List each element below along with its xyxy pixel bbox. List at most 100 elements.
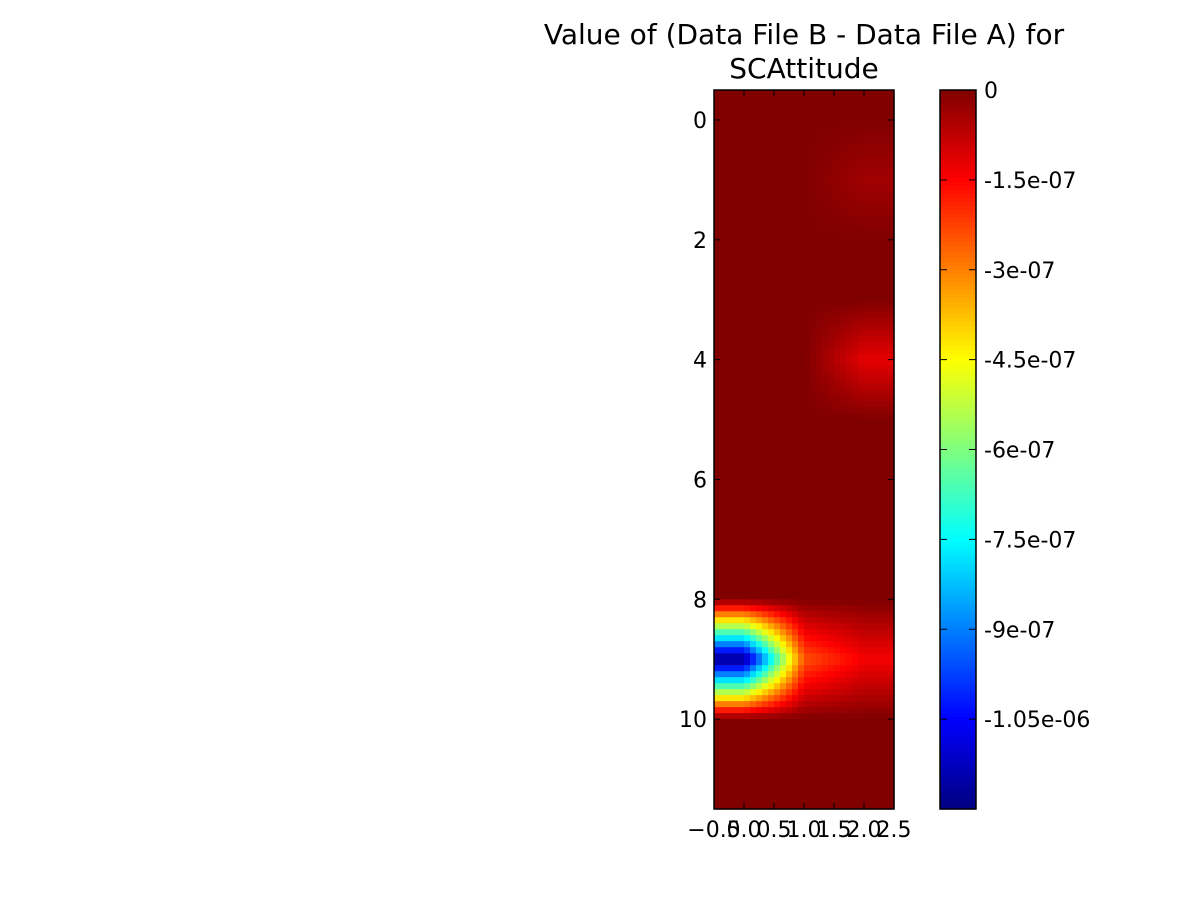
heatmap-cell bbox=[750, 479, 757, 487]
heatmap-cell bbox=[768, 179, 775, 187]
heatmap-cell bbox=[816, 203, 823, 211]
colorbar-segment bbox=[940, 297, 976, 303]
heatmap-cell bbox=[858, 209, 865, 217]
heatmap-cell bbox=[840, 629, 847, 636]
heatmap-cell bbox=[846, 149, 853, 157]
heatmap-cell bbox=[882, 317, 889, 325]
heatmap-cell bbox=[852, 521, 859, 528]
heatmap-cell bbox=[798, 677, 805, 684]
heatmap-cell bbox=[726, 683, 733, 690]
heatmap-cell bbox=[804, 551, 811, 558]
heatmap-cell bbox=[780, 719, 787, 726]
heatmap-cell bbox=[822, 263, 829, 271]
heatmap-cell bbox=[762, 107, 769, 115]
heatmap-cell bbox=[828, 719, 835, 726]
heatmap-cell bbox=[888, 629, 895, 636]
heatmap-cell bbox=[822, 257, 829, 265]
heatmap-cell bbox=[828, 479, 835, 487]
heatmap-cell bbox=[774, 761, 781, 768]
heatmap-cell bbox=[732, 257, 739, 265]
heatmap-cell bbox=[750, 689, 757, 696]
heatmap-cell bbox=[750, 365, 757, 373]
heatmap-cell bbox=[732, 113, 739, 121]
heatmap-cell bbox=[714, 227, 721, 235]
heatmap-cell bbox=[750, 503, 757, 511]
heatmap-cell bbox=[804, 515, 811, 522]
heatmap-cell bbox=[828, 617, 835, 624]
heatmap-cell bbox=[780, 773, 787, 780]
heatmap-cell bbox=[714, 293, 721, 301]
heatmap-cell bbox=[846, 191, 853, 199]
heatmap-cell bbox=[780, 563, 787, 570]
heatmap-cell bbox=[744, 467, 751, 475]
heatmap-cell bbox=[864, 509, 871, 517]
heatmap-cell bbox=[738, 677, 745, 684]
heatmap-cell bbox=[846, 581, 853, 588]
heatmap-cell bbox=[756, 227, 763, 235]
heatmap-cell bbox=[882, 287, 889, 295]
heatmap-cell bbox=[744, 527, 751, 534]
heatmap-cell bbox=[804, 281, 811, 289]
heatmap-cell bbox=[798, 737, 805, 744]
heatmap-cell bbox=[714, 209, 721, 217]
heatmap-cell bbox=[846, 257, 853, 265]
heatmap-cell bbox=[732, 623, 739, 630]
heatmap-cell bbox=[876, 533, 883, 540]
heatmap-cell bbox=[780, 287, 787, 295]
colorbar-segment bbox=[940, 485, 976, 491]
heatmap-cell bbox=[744, 629, 751, 636]
heatmap-cell bbox=[816, 131, 823, 139]
heatmap-cell bbox=[768, 659, 775, 666]
heatmap-cell bbox=[744, 353, 751, 361]
heatmap-cell bbox=[858, 335, 865, 343]
heatmap-cell bbox=[846, 497, 853, 505]
heatmap-cell bbox=[732, 155, 739, 163]
heatmap-cell bbox=[834, 167, 841, 175]
heatmap-cell bbox=[852, 707, 859, 714]
heatmap-cell bbox=[810, 371, 817, 379]
heatmap-cell bbox=[822, 797, 829, 804]
heatmap-cell bbox=[726, 149, 733, 157]
heatmap-cell bbox=[882, 731, 889, 738]
heatmap-cell bbox=[864, 479, 871, 487]
heatmap-cell bbox=[744, 95, 751, 103]
heatmap-cell bbox=[720, 479, 727, 487]
heatmap-cell bbox=[828, 683, 835, 690]
heatmap-cell bbox=[822, 491, 829, 499]
heatmap-cell bbox=[786, 215, 793, 223]
heatmap-cell bbox=[714, 359, 721, 367]
heatmap-cell bbox=[744, 179, 751, 187]
heatmap-cell bbox=[762, 653, 769, 660]
heatmap-cell bbox=[792, 311, 799, 319]
heatmap-cell bbox=[768, 473, 775, 481]
heatmap-cell bbox=[756, 803, 763, 810]
heatmap-cell bbox=[720, 161, 727, 169]
heatmap-cell bbox=[810, 197, 817, 205]
y-tick-label: 0 bbox=[693, 109, 707, 134]
heatmap-cell bbox=[852, 761, 859, 768]
heatmap-cell bbox=[858, 665, 865, 672]
heatmap-cell bbox=[822, 527, 829, 534]
heatmap-cell bbox=[792, 659, 799, 666]
heatmap-cell bbox=[720, 581, 727, 588]
heatmap-cell bbox=[834, 539, 841, 546]
heatmap-cell bbox=[822, 107, 829, 115]
heatmap-cell bbox=[816, 467, 823, 475]
heatmap-cell bbox=[714, 101, 721, 109]
heatmap-cell bbox=[810, 245, 817, 253]
heatmap-cell bbox=[852, 641, 859, 648]
heatmap-cell bbox=[744, 659, 751, 666]
heatmap-cell bbox=[852, 635, 859, 642]
heatmap-cell bbox=[774, 95, 781, 103]
heatmap-cell bbox=[846, 563, 853, 570]
heatmap-cell bbox=[810, 647, 817, 654]
heatmap-cell bbox=[768, 395, 775, 403]
heatmap-cell bbox=[714, 395, 721, 403]
heatmap-cell bbox=[876, 581, 883, 588]
heatmap-cell bbox=[852, 611, 859, 618]
heatmap-cell bbox=[762, 659, 769, 666]
heatmap-cell bbox=[774, 719, 781, 726]
heatmap-cell bbox=[780, 725, 787, 732]
heatmap-cell bbox=[732, 101, 739, 109]
heatmap-cell bbox=[720, 437, 727, 445]
